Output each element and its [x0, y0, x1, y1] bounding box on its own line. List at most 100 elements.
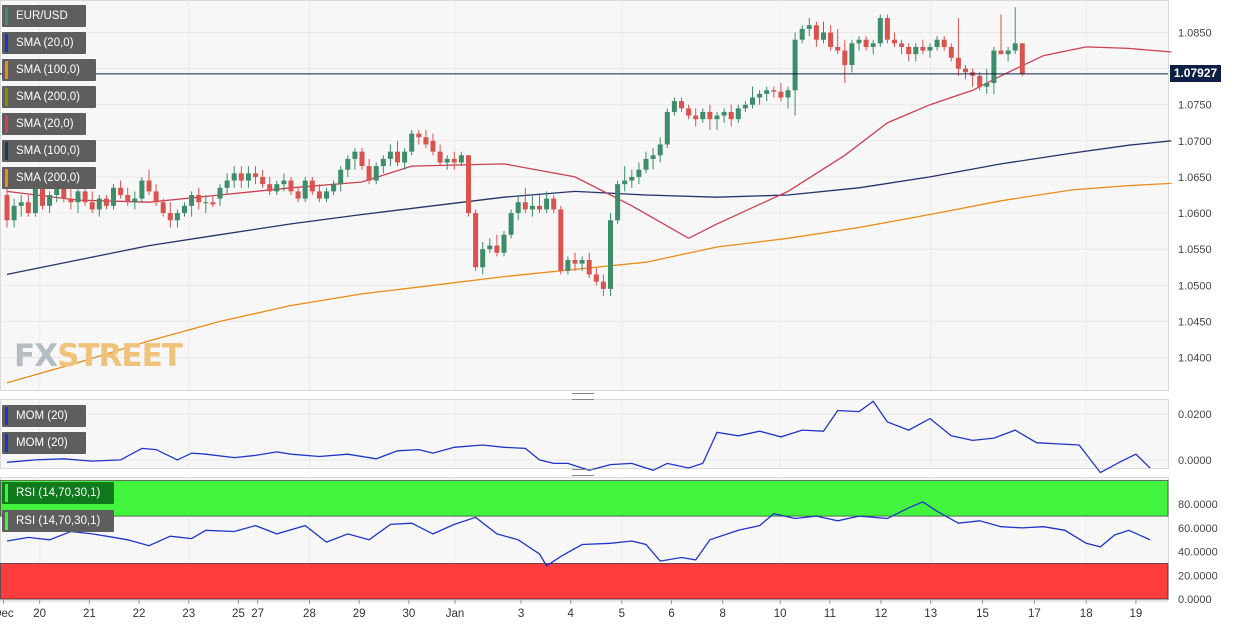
candle — [629, 169, 635, 188]
legend-sma20-blue[interactable]: SMA (20,0) — [2, 32, 86, 54]
candle — [721, 108, 727, 123]
candle-body — [118, 187, 124, 195]
time-tick-label: 4 — [568, 608, 575, 620]
candle-body — [856, 39, 862, 44]
legend-rsi-2[interactable]: RSI (14,70,30,1) — [2, 510, 114, 532]
candle-body — [302, 180, 308, 199]
candle — [679, 97, 684, 112]
legend-sma200-orange[interactable]: SMA (200,0) — [2, 167, 96, 189]
rsi-line — [6, 501, 1151, 567]
candle — [579, 256, 585, 271]
candle-body — [238, 173, 244, 181]
rsi-overbought-zone — [0, 480, 1169, 517]
candle-body — [366, 166, 372, 181]
candle — [544, 191, 550, 214]
rsi-tick-label: 0.0000 — [1178, 594, 1212, 606]
candle-body — [615, 184, 621, 221]
candle-body — [899, 43, 905, 47]
candle-body — [4, 195, 10, 221]
candle-body — [40, 187, 45, 206]
legend-sma200-olive[interactable]: SMA (200,0) — [2, 86, 96, 108]
candle — [643, 151, 649, 174]
time-tick-label: 20 — [33, 608, 46, 620]
legend-label: SMA (20,0) — [16, 37, 74, 49]
candle-body — [721, 111, 727, 116]
candle — [877, 14, 883, 47]
candle-body — [153, 191, 159, 203]
candle-body — [600, 281, 606, 289]
candle-body — [47, 195, 53, 206]
candle — [728, 104, 734, 127]
candle — [11, 198, 17, 228]
candle-body — [934, 39, 940, 47]
candle-body — [1012, 43, 1018, 51]
rsi-tick-label: 60.0000 — [1178, 523, 1218, 535]
time-tick-label: Jan — [446, 608, 465, 620]
candle-body — [1005, 50, 1011, 55]
candle — [395, 140, 400, 167]
candle-body — [870, 43, 876, 47]
candle — [75, 187, 81, 214]
candle-body — [494, 245, 500, 253]
candle-body — [253, 173, 258, 177]
legend-rsi-1[interactable]: RSI (14,70,30,1) — [2, 482, 114, 504]
candle-body — [267, 184, 273, 192]
legend-sma20-red[interactable]: SMA (20,0) — [2, 113, 86, 135]
candle — [160, 198, 166, 217]
candle — [217, 184, 223, 206]
candle-body — [629, 176, 635, 181]
candle — [707, 104, 713, 130]
time-tick-label: 6 — [668, 608, 674, 620]
pane-resize-handle-mom[interactable] — [572, 393, 594, 400]
legend-sma100-navy[interactable]: SMA (100,0) — [2, 140, 96, 162]
candle-body — [735, 108, 741, 120]
price-tick-label: 1.0400 — [1178, 353, 1212, 365]
mom-tick-label: 0.0200 — [1178, 409, 1212, 421]
candle — [387, 144, 393, 167]
candle-body — [373, 166, 379, 181]
candle-body — [884, 18, 890, 40]
legend-mom-2[interactable]: MOM (20) — [2, 432, 86, 454]
candle-body — [679, 101, 684, 109]
candle — [295, 187, 301, 203]
legend-sma100-orange[interactable]: SMA (100,0) — [2, 59, 96, 81]
candle — [529, 195, 535, 217]
candle-body — [409, 133, 415, 152]
candle — [366, 158, 372, 185]
candle-body — [473, 213, 479, 268]
candle-body — [331, 184, 337, 192]
candle — [260, 169, 266, 188]
candle-body — [224, 180, 230, 188]
candle — [515, 195, 521, 221]
candle — [25, 195, 31, 217]
candle — [182, 202, 187, 217]
candle — [558, 205, 564, 275]
candle — [565, 256, 571, 275]
candle — [430, 133, 436, 156]
candle — [18, 195, 24, 217]
candle — [111, 184, 116, 210]
legend-eurusd[interactable]: EUR/USD — [2, 5, 86, 27]
candle-body — [125, 195, 131, 203]
candle-body — [423, 137, 429, 145]
candle-body — [636, 169, 642, 177]
candle — [281, 173, 287, 192]
candle — [735, 104, 741, 123]
candle — [537, 195, 542, 214]
candles — [4, 7, 1025, 297]
candle — [508, 209, 514, 239]
candle-body — [18, 202, 24, 206]
pane-resize-handle-rsi[interactable] — [572, 469, 594, 476]
legend-mom-1[interactable]: MOM (20) — [2, 405, 86, 427]
candle-body — [714, 115, 720, 120]
candle — [892, 32, 897, 47]
candle — [686, 104, 692, 120]
candle — [338, 166, 344, 192]
candle-body — [274, 184, 280, 192]
candle — [608, 213, 613, 297]
candle — [224, 173, 230, 195]
candle-body — [174, 213, 180, 221]
time-tick-label: 29 — [353, 608, 366, 620]
candle-body — [380, 158, 386, 167]
candle-body — [25, 202, 31, 214]
